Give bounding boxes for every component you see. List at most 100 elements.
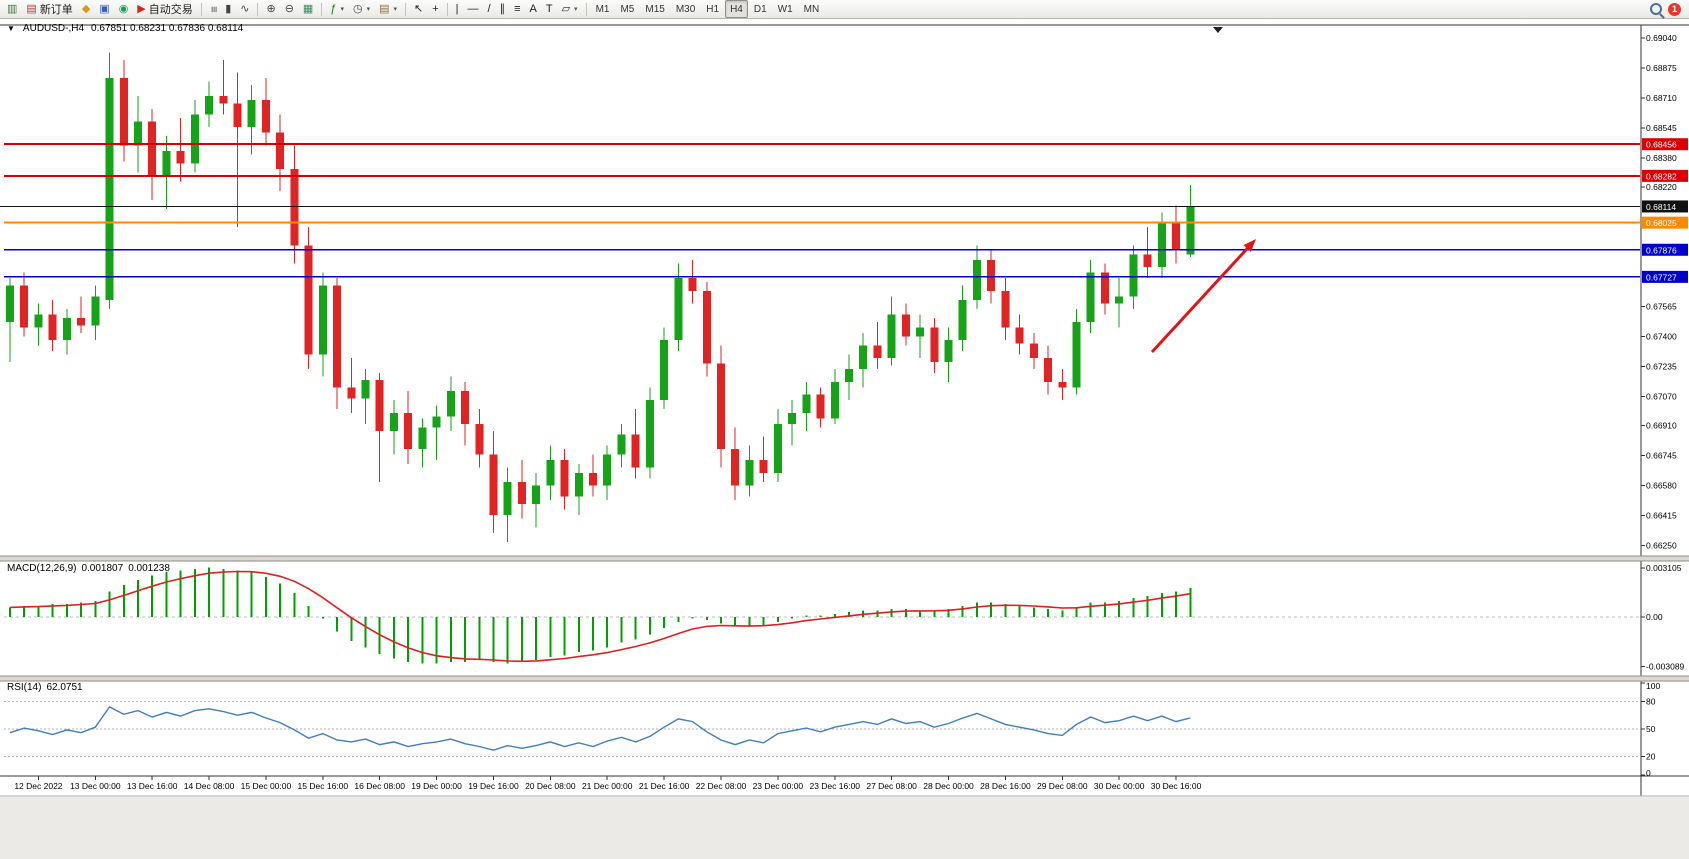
periods-button[interactable]: ◷ ▾ <box>349 0 374 18</box>
community-button[interactable]: ◆ <box>78 0 94 18</box>
time-axis-label: 19 Dec 16:00 <box>468 781 519 791</box>
price-axis-label: 0.66580 <box>1646 481 1677 491</box>
new-order-icon: ▤ <box>26 2 37 15</box>
chart-shift-marker-icon[interactable] <box>1213 27 1223 33</box>
time-axis[interactable] <box>0 776 1641 796</box>
price-axis-label: 0.67400 <box>1646 331 1677 341</box>
candle-body <box>1100 272 1109 304</box>
candle-body <box>48 314 57 341</box>
tf-d1[interactable]: D1 <box>749 0 772 18</box>
panel-splitter[interactable] <box>0 556 1689 561</box>
market-button[interactable]: ▣ <box>95 0 113 18</box>
tf-m30[interactable]: M30 <box>671 0 700 18</box>
candle-body <box>176 150 185 164</box>
candle-body <box>589 472 598 486</box>
horizontal-line-button[interactable]: — <box>464 0 483 18</box>
toolbar-separator <box>321 2 323 16</box>
candle-body <box>1143 254 1152 268</box>
search-icon[interactable] <box>1650 3 1662 15</box>
price-tag <box>1642 243 1688 256</box>
macd-main-value: 0.001807 <box>81 563 124 574</box>
one-click-trading-toggle-icon[interactable]: ▼ <box>7 23 15 33</box>
zoom-out-button[interactable]: ⊖ <box>281 0 298 18</box>
tf-w1[interactable]: W1 <box>773 0 798 18</box>
templates-button[interactable]: ▤ ▾ <box>375 0 401 18</box>
time-axis-label: 30 Dec 00:00 <box>1094 781 1145 791</box>
tf-h1[interactable]: H1 <box>701 0 724 18</box>
macd-signal-line <box>9 570 1191 663</box>
candle-body <box>603 454 612 486</box>
price-axis-label: 0.66745 <box>1646 451 1677 461</box>
tf-m5[interactable]: M5 <box>615 0 639 18</box>
vertical-line-button[interactable]: | <box>452 0 463 18</box>
candle-body <box>77 318 86 326</box>
chart-symbol-period: AUDUSD-,H4 <box>22 23 85 34</box>
time-axis-label: 12 Dec 2022 <box>14 781 62 791</box>
level-price-tag: 0.68282 <box>1646 171 1677 181</box>
price-axis-label: 0.66250 <box>1646 541 1677 551</box>
price-axis-label: 0.68380 <box>1646 153 1677 163</box>
candle-body <box>119 77 128 146</box>
tf-h4[interactable]: H4 <box>725 0 748 18</box>
candle-body <box>503 482 512 515</box>
dropdown-arrow-icon: ▾ <box>366 6 371 13</box>
bar-chart-button[interactable]: ≡ <box>206 0 220 18</box>
candle-body <box>802 394 811 413</box>
tf-m15-label: M15 <box>645 3 665 15</box>
indicators-button[interactable]: ƒ ▾ <box>326 0 348 18</box>
candle-body <box>873 345 882 359</box>
autotrading-button[interactable]: ▶ 自动交易 <box>133 0 196 18</box>
time-axis-label: 15 Dec 16:00 <box>298 781 349 791</box>
new-order-button[interactable]: ▤ 新订单 <box>22 0 76 18</box>
tile-windows-button[interactable]: ▦ <box>299 0 317 18</box>
time-axis-label: 22 Dec 08:00 <box>696 781 747 791</box>
candle-body <box>773 423 782 473</box>
candle-body <box>62 318 71 341</box>
trend-arrow[interactable] <box>1150 243 1252 354</box>
level-price-tag: 0.68456 <box>1646 140 1677 150</box>
candle-body <box>702 290 711 364</box>
trendline-button[interactable]: / <box>484 0 495 18</box>
rsi-axis-label: 100 <box>1646 681 1660 691</box>
time-axis-label: 23 Dec 00:00 <box>753 781 804 791</box>
new-chart-button[interactable]: ▥ <box>3 0 21 18</box>
candle-body <box>446 391 455 417</box>
tf-m1[interactable]: M1 <box>591 0 615 18</box>
candle-body <box>276 132 285 169</box>
text-label-button[interactable]: T <box>542 0 557 18</box>
candle-body <box>830 381 839 419</box>
tf-m15[interactable]: M15 <box>640 0 669 18</box>
cursor-button[interactable]: ↖ <box>410 0 427 18</box>
candlestick-icon: ▮ <box>225 2 232 15</box>
candlestick-button[interactable]: ▮ <box>221 0 235 18</box>
signals-button[interactable]: ◉ <box>115 0 133 18</box>
crosshair-button[interactable]: + <box>428 0 442 18</box>
fibonacci-button[interactable]: ≡ <box>510 0 524 18</box>
candle-body <box>901 314 910 337</box>
candle-body <box>1186 206 1195 255</box>
time-axis-label: 29 Dec 08:00 <box>1037 781 1088 791</box>
notifications-badge[interactable]: 1 <box>1668 2 1681 16</box>
crosshair-icon: + <box>432 2 439 15</box>
price-axis[interactable] <box>1641 25 1689 776</box>
candle-body <box>972 259 981 300</box>
panel-splitter[interactable] <box>0 676 1689 681</box>
text-button[interactable]: A <box>526 0 541 18</box>
dropdown-arrow-icon: ▾ <box>574 6 578 13</box>
price-axis-label: 0.67565 <box>1646 301 1677 311</box>
candle-body <box>1044 358 1053 382</box>
tf-h4-label: H4 <box>730 3 743 15</box>
channel-button[interactable]: ∥ <box>496 0 510 18</box>
zoom-in-button[interactable]: ⊕ <box>262 0 279 18</box>
candle-body <box>1029 343 1038 359</box>
macd-indicator-label: MACD(12,26,9) 0.001807 0.001238 <box>7 563 170 574</box>
tf-mn[interactable]: MN <box>799 0 825 18</box>
candle-body <box>389 412 398 432</box>
candle-body <box>859 345 868 370</box>
zoom-in-icon: ⊕ <box>266 2 276 15</box>
line-chart-button[interactable]: ∿ <box>236 0 253 18</box>
line-chart-icon: ∿ <box>240 2 250 15</box>
price-axis-label: 0.69040 <box>1646 33 1677 43</box>
shapes-button[interactable]: ▱ ▾ <box>558 0 582 18</box>
